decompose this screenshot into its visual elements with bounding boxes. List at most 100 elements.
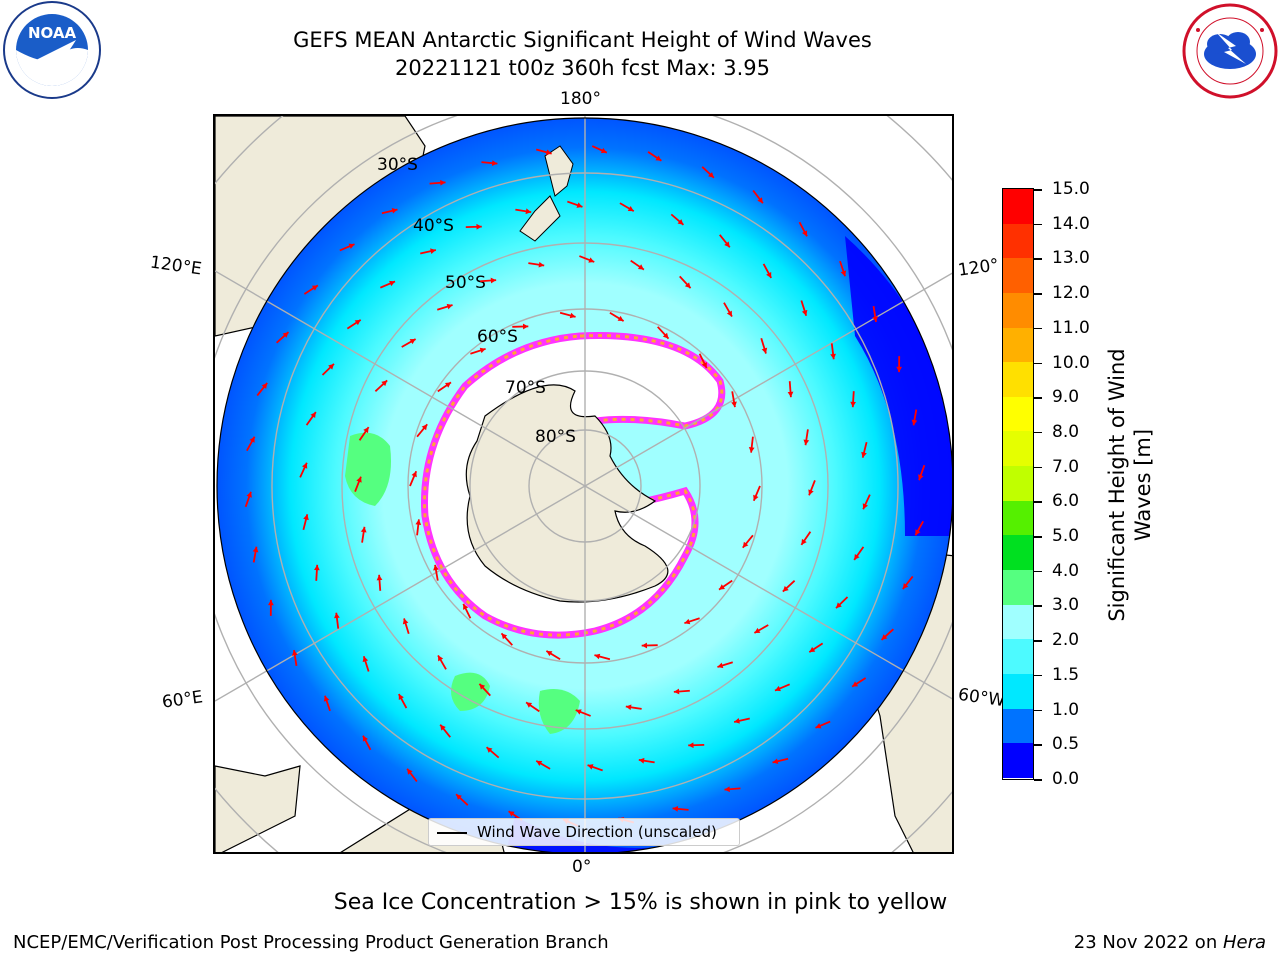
colorbar-tick bbox=[1034, 501, 1042, 503]
wind-wave-arrow-head bbox=[787, 391, 794, 398]
wind-wave-arrow-head bbox=[902, 583, 909, 590]
wind-wave-arrow-head bbox=[655, 155, 662, 161]
colorbar-tick-label: 13.0 bbox=[1052, 248, 1090, 269]
wind-wave-arrow-head bbox=[476, 223, 482, 230]
wind-wave-arrow-head bbox=[641, 642, 648, 649]
wind-wave-arrow-head bbox=[815, 723, 822, 729]
wind-wave-arrow-head bbox=[625, 704, 632, 711]
colorbar-segment bbox=[1003, 743, 1033, 778]
wind-wave-arrow-head bbox=[291, 650, 298, 656]
wind-wave-arrow-head bbox=[731, 401, 737, 408]
wind-wave-arrow-head bbox=[538, 261, 545, 268]
colorbar-tick-label: 0.0 bbox=[1052, 769, 1080, 789]
colorbar-tick-label: 15.0 bbox=[1052, 179, 1090, 199]
colorbar-tick-label: 12.0 bbox=[1052, 283, 1090, 304]
wind-wave-arrow-head bbox=[328, 363, 334, 370]
wind-wave-arrow-head bbox=[252, 546, 259, 553]
wind-wave-arrow-head bbox=[801, 538, 807, 545]
wind-wave-arrow-head bbox=[617, 315, 624, 322]
colorbar-tick-label: 7.0 bbox=[1052, 456, 1080, 477]
land-new-zealand-south bbox=[519, 195, 561, 242]
colorbar-tick bbox=[1034, 709, 1042, 712]
wind-wave-arrow-head bbox=[673, 688, 680, 695]
wind-wave-arrow-head bbox=[801, 309, 808, 316]
wind-wave-arrow-head bbox=[757, 197, 763, 204]
wind-wave-arrow-head bbox=[684, 282, 691, 289]
wind-wave-arrow-head bbox=[360, 526, 367, 533]
footer-date: 23 Nov 2022 on Hera bbox=[1074, 932, 1266, 953]
colorbar-segment bbox=[1003, 431, 1033, 467]
wind-wave-arrow-head bbox=[717, 662, 724, 669]
wind-wave-arrow-head bbox=[456, 794, 462, 800]
wind-wave-arrow-head bbox=[918, 474, 924, 481]
colorbar-tick bbox=[1034, 744, 1042, 746]
colorbar-title: Significant Height of Wind Waves [m] bbox=[1105, 348, 1155, 622]
colorbar-tick bbox=[1034, 223, 1042, 226]
colorbar-tick-label: 3.0 bbox=[1052, 595, 1080, 616]
wind-wave-arrow-head bbox=[684, 618, 691, 625]
wind-wave-arrow-head bbox=[896, 366, 902, 373]
colorbar-tick bbox=[1034, 258, 1042, 260]
wind-wave-arrow-head bbox=[754, 627, 761, 633]
wind-wave-arrow-head bbox=[246, 491, 252, 498]
wind-wave-arrow-head bbox=[310, 412, 316, 419]
lon-label-120e: 120°E bbox=[148, 252, 203, 280]
colorbar-tick-label: 1.0 bbox=[1052, 699, 1080, 720]
wind-wave-arrow-head bbox=[627, 206, 634, 212]
wind-wave-arrow-head bbox=[501, 633, 508, 640]
wind-wave-arrow-head bbox=[854, 553, 860, 560]
wind-wave-arrow-head bbox=[701, 362, 707, 369]
footer-machine: Hera bbox=[1222, 932, 1266, 953]
wind-wave-arrow-head bbox=[724, 241, 730, 248]
colorbar-tick-label: 6.0 bbox=[1052, 491, 1080, 512]
colorbar-segment bbox=[1003, 189, 1033, 224]
colorbar-tick bbox=[1034, 431, 1042, 434]
wind-wave-arrow-head bbox=[526, 702, 533, 708]
wind-wave-arrow-head bbox=[249, 436, 255, 443]
colorbar-segment bbox=[1003, 292, 1033, 328]
wind-wave-arrow-head bbox=[852, 681, 859, 687]
wind-wave-arrow-head bbox=[438, 655, 444, 662]
wind-wave-arrow-head bbox=[433, 564, 439, 571]
wind-wave-arrow-head bbox=[753, 494, 759, 501]
wind-wave-arrow-head bbox=[479, 347, 486, 354]
wind-wave-arrow-head bbox=[719, 584, 725, 590]
wind-wave-arrow-head bbox=[376, 574, 383, 581]
wind-wave-arrow-head bbox=[490, 277, 497, 284]
map-legend: Wind Wave Direction (unscaled) bbox=[428, 818, 740, 846]
chart-subtitle: 20221121 t00z 360h fcst Max: 3.95 bbox=[395, 56, 770, 80]
land-new-zealand-north bbox=[544, 145, 574, 197]
wind-wave-arrow-head bbox=[772, 758, 779, 765]
wind-wave-arrow-head bbox=[774, 685, 781, 692]
wind-wave-arrow-head bbox=[430, 248, 436, 254]
wind-wave-arrow-head bbox=[576, 202, 583, 208]
wind-wave-arrow-head bbox=[446, 303, 453, 310]
wind-wave-arrow-head bbox=[588, 257, 595, 263]
wind-wave-arrow-head bbox=[486, 747, 493, 753]
wind-wave-arrow-head bbox=[637, 264, 644, 270]
lat-label-30s: 30°S bbox=[377, 155, 418, 175]
wind-wave-arrow-head bbox=[587, 764, 594, 770]
wind-wave-arrow-head bbox=[402, 618, 409, 625]
wind-wave-arrow-head bbox=[672, 806, 679, 812]
wind-wave-arrow-head bbox=[440, 724, 446, 731]
wind-wave-arrow-head bbox=[594, 653, 601, 660]
colorbar-tick bbox=[1034, 536, 1042, 538]
wind-wave-arrow-head bbox=[525, 208, 532, 215]
colorbar-segment bbox=[1003, 673, 1033, 709]
wind-wave-arrow-head bbox=[261, 382, 268, 389]
colorbar-segment bbox=[1003, 327, 1033, 363]
wind-wave-arrow-head bbox=[508, 811, 515, 817]
footer-date-text: 23 Nov 2022 on bbox=[1073, 932, 1223, 953]
legend-label: Wind Wave Direction (unscaled) bbox=[477, 823, 717, 841]
wind-wave-arrow-head bbox=[766, 271, 772, 278]
wind-wave-arrow-head bbox=[311, 285, 318, 291]
wind-wave-arrow-head bbox=[348, 243, 355, 249]
colorbar-tick bbox=[1034, 605, 1042, 607]
noaa-logo-icon: NOAA bbox=[3, 1, 101, 99]
colorbar-tick-label: 14.0 bbox=[1052, 213, 1090, 234]
legend-line-icon bbox=[437, 832, 467, 834]
wind-wave-arrow-head bbox=[356, 476, 362, 483]
wind-wave-arrow-head bbox=[872, 316, 879, 322]
wind-wave-arrow-head bbox=[726, 310, 732, 317]
